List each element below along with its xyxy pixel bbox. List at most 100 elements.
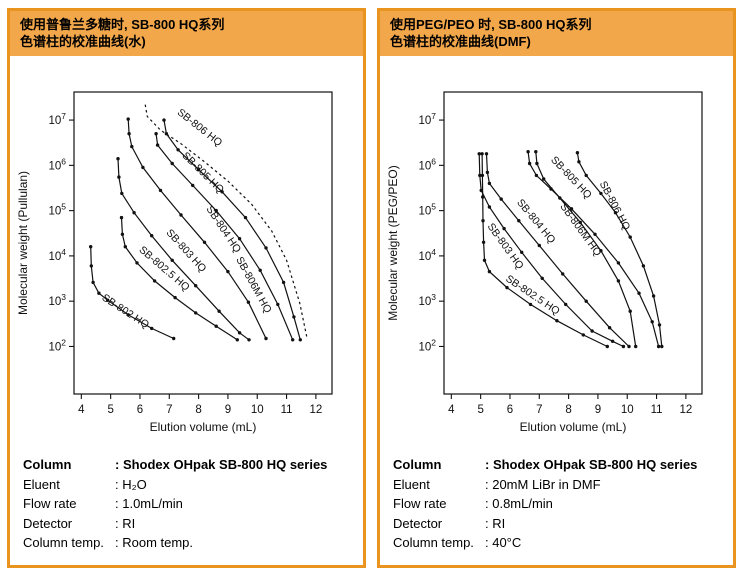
x-tick-label: 11 xyxy=(651,404,663,416)
condition-label: Detector xyxy=(393,515,443,531)
data-point xyxy=(484,152,489,156)
data-point xyxy=(628,235,632,239)
condition-label: Eluent xyxy=(23,476,60,492)
data-point xyxy=(179,213,183,217)
data-point xyxy=(194,311,198,315)
condition-value: : Shodex OHpak SB-800 HQ series xyxy=(115,457,328,472)
condition-value: : RI xyxy=(485,515,506,531)
data-point xyxy=(237,237,242,241)
x-tick-label: 4 xyxy=(448,404,455,416)
x-tick-label: 7 xyxy=(536,404,542,416)
data-point xyxy=(202,240,207,244)
conditions-water: Column : Shodex OHpak SB-800 HQ series E… xyxy=(10,442,363,553)
x-tick-label: 5 xyxy=(107,404,113,416)
condition-label: Column xyxy=(393,457,442,472)
data-point xyxy=(487,269,492,274)
data-point xyxy=(564,302,568,307)
condition-label: Detector xyxy=(23,515,73,531)
chart-area-water: 4 5 6 7 8 9 10 11 12 102 103 104 105 106 107 Elution vo… xyxy=(10,56,363,442)
data-point xyxy=(298,338,302,342)
x-tick-label: 6 xyxy=(507,404,513,416)
data-point xyxy=(281,280,286,285)
data-point xyxy=(127,132,131,136)
data-point xyxy=(194,284,198,288)
data-point xyxy=(132,211,136,215)
y-tick-label: 106 xyxy=(418,156,436,172)
x-tick-label: 9 xyxy=(595,404,601,416)
panel-water-pullulan: 使用普鲁兰多糖时, SB-800 HQ系列 色谱柱的校准曲线(水) 4 5 6 7 8 9… xyxy=(7,8,366,568)
data-point xyxy=(651,294,656,298)
data-point xyxy=(246,300,251,304)
data-point xyxy=(480,173,485,178)
condition-value: : Shodex OHpak SB-800 HQ series xyxy=(485,457,698,472)
data-point xyxy=(97,291,101,295)
chart-area-dmf: 4 5 6 7 8 9 10 11 12 102 103 104 105 106 107 Elution vo… xyxy=(380,56,733,442)
y-tick-label: 107 xyxy=(48,111,66,127)
data-point xyxy=(154,132,158,136)
data-point xyxy=(292,315,296,319)
data-point xyxy=(217,309,221,313)
data-point xyxy=(605,344,609,349)
y-tick-label: 107 xyxy=(418,111,436,127)
data-point xyxy=(170,258,174,262)
x-tick-label: 11 xyxy=(281,404,293,416)
data-point xyxy=(170,161,174,166)
data-point xyxy=(584,299,588,303)
data-point xyxy=(535,161,539,166)
data-point xyxy=(247,338,251,342)
condition-row: Detector : RI xyxy=(393,514,723,534)
curve-label: SB-806 HQ xyxy=(175,106,225,149)
data-point xyxy=(155,143,160,147)
data-point xyxy=(116,157,120,161)
data-point xyxy=(499,197,503,201)
condition-value: : 1.0mL/min xyxy=(115,496,183,511)
data-point xyxy=(480,152,484,156)
condition-row: Eluent : 20mM LiBr in DMF xyxy=(393,475,723,495)
data-point xyxy=(487,205,492,209)
x-tick-label: 10 xyxy=(621,404,634,416)
x-tick-label: 4 xyxy=(78,404,85,416)
panel-water-header-line1: 使用普鲁兰多糖时, SB-800 HQ系列 xyxy=(20,17,225,32)
data-point xyxy=(634,344,638,349)
x-tick-label: 9 xyxy=(225,404,231,416)
series-sb-806m-hq: SB-806M HQ xyxy=(534,150,638,349)
condition-value: : 40°C xyxy=(485,535,522,550)
data-point xyxy=(291,338,295,342)
data-point xyxy=(555,319,559,323)
data-point xyxy=(258,268,262,272)
data-point xyxy=(616,279,621,283)
panel-water-header: 使用普鲁兰多糖时, SB-800 HQ系列 色谱柱的校准曲线(水) xyxy=(10,11,363,56)
curve xyxy=(90,246,174,340)
condition-value: : 20mM LiBr in DMF xyxy=(485,476,601,492)
y-tick-label: 106 xyxy=(48,156,66,172)
panel-dmf-header-line2: 色谱柱的校准曲线(DMF) xyxy=(390,34,531,49)
x-tick-label: 7 xyxy=(166,404,172,416)
data-point xyxy=(558,196,562,200)
data-point xyxy=(481,240,486,244)
data-point xyxy=(621,344,626,349)
data-point xyxy=(505,285,509,290)
data-point xyxy=(117,175,121,179)
y-tick-label: 102 xyxy=(418,337,436,353)
data-point xyxy=(191,183,195,188)
curve xyxy=(163,119,301,340)
data-point xyxy=(599,191,603,196)
curve xyxy=(576,152,663,347)
data-point xyxy=(534,173,539,178)
y-tick-label: 104 xyxy=(418,247,436,263)
condition-label: Flow rate xyxy=(23,496,77,511)
x-axis-title: Elution volume (mL) xyxy=(150,420,257,434)
data-point xyxy=(577,160,581,164)
data-point xyxy=(126,313,130,317)
axes: 4 5 6 7 8 9 10 11 12 102 103 104 105 106 107 Elution vo… xyxy=(16,91,333,434)
data-point xyxy=(150,234,154,238)
condition-label: Flow rate xyxy=(393,496,447,511)
data-point xyxy=(482,258,487,262)
data-point xyxy=(628,309,632,313)
data-point xyxy=(91,280,95,285)
data-point xyxy=(89,245,93,249)
condition-row: Column temp. : 40°C xyxy=(393,533,723,553)
data-point xyxy=(276,302,280,307)
x-tick-label: 12 xyxy=(309,404,322,416)
y-tick-label: 103 xyxy=(48,292,66,308)
